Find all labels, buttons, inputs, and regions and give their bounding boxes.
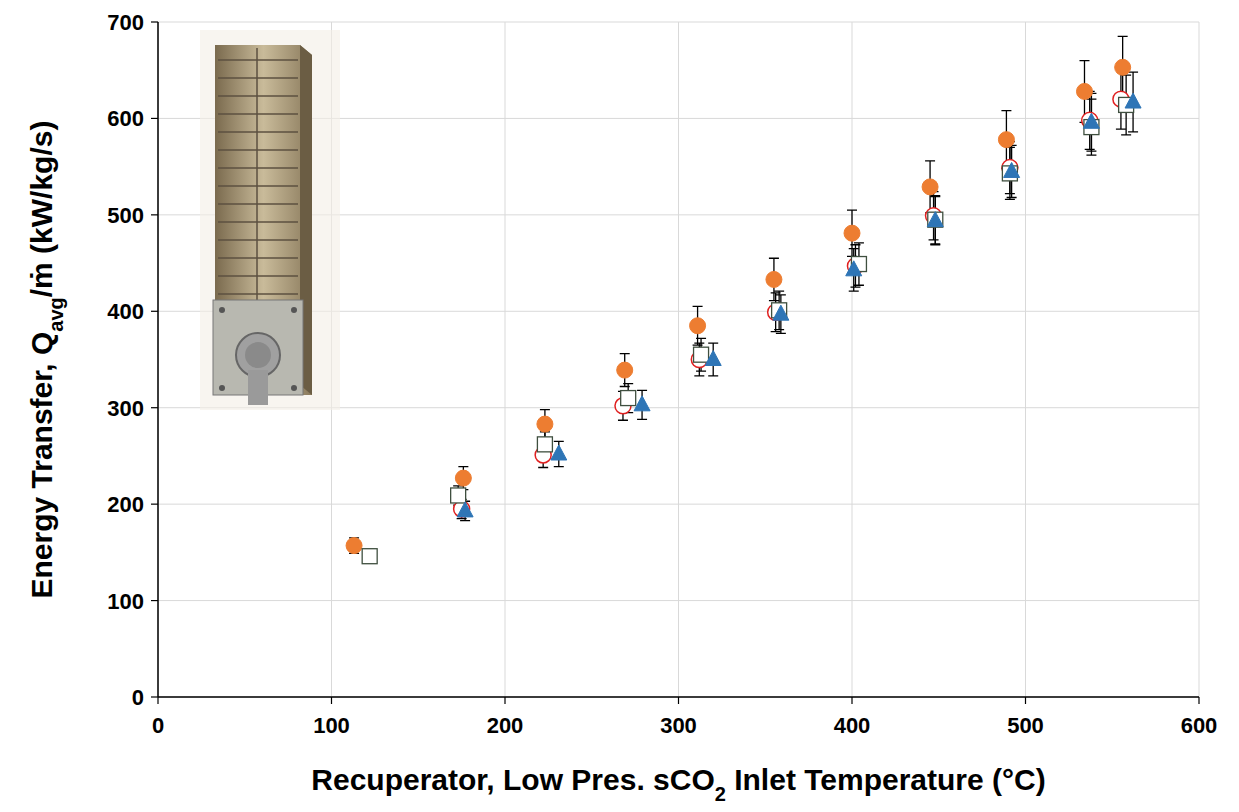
point: [766, 271, 782, 287]
point: [1004, 162, 1020, 177]
y-grid-line: [158, 600, 1199, 601]
point: [537, 416, 553, 432]
x-tick: [331, 697, 332, 704]
point: [928, 212, 943, 227]
point: [773, 305, 789, 320]
point: [457, 502, 473, 517]
point: [705, 351, 721, 366]
point: [621, 391, 636, 406]
point: [537, 437, 552, 452]
y-axis-line: [157, 22, 159, 697]
point: [998, 132, 1014, 148]
y-tick: [151, 214, 158, 215]
y-tick-label: 400: [107, 299, 144, 324]
y-tick: [151, 311, 158, 312]
grid: [158, 22, 1199, 697]
y-axis-title: Energy Transfer, Qavg/ṁ (kW/kg/s): [25, 121, 67, 599]
x-tick-label: 100: [313, 713, 350, 738]
y-axis-title-part: avg: [45, 297, 67, 331]
x-tick: [851, 697, 852, 704]
x-tick-label: 400: [834, 713, 871, 738]
y-tick-label: 600: [107, 106, 144, 131]
point: [1115, 59, 1131, 75]
y-tick-label: 500: [107, 203, 144, 228]
point: [346, 538, 362, 554]
point: [1076, 83, 1092, 99]
x-grid-line: [158, 22, 159, 697]
y-tick-label: 300: [107, 396, 144, 421]
x-axis-title: Recuperator, Low Pres. sCO2 Inlet Temper…: [311, 763, 1045, 805]
y-tick: [151, 118, 158, 119]
point: [844, 225, 860, 241]
y-grid-line: [158, 22, 1199, 23]
x-tick: [504, 697, 505, 704]
point: [551, 445, 567, 460]
x-grid-line: [678, 22, 679, 697]
x-tick-label: 600: [1181, 713, 1218, 738]
point: [927, 212, 943, 227]
x-grid-line: [852, 22, 853, 697]
x-tick-label: 300: [660, 713, 697, 738]
x-grid-line: [505, 22, 506, 697]
y-tick-label: 700: [107, 10, 144, 35]
plot-data: [346, 36, 1141, 563]
point: [451, 488, 466, 503]
y-tick: [151, 407, 158, 408]
y-grid-line: [158, 504, 1199, 505]
x-tick: [1025, 697, 1026, 704]
x-grid-line: [1199, 22, 1200, 697]
y-tick: [151, 696, 158, 697]
point: [362, 549, 377, 564]
inset-photo: [200, 30, 340, 410]
y-tick: [151, 21, 158, 22]
x-grid-line: [1025, 22, 1026, 697]
point: [694, 347, 709, 362]
point: [617, 362, 633, 378]
x-tick: [1198, 697, 1199, 704]
point: [1125, 93, 1141, 108]
x-tick-label: 500: [1007, 713, 1044, 738]
axes: 0 100 200 300 400 500 600 0 100 200 300 400 500 600 70…: [107, 10, 1217, 738]
y-tick-label: 200: [107, 492, 144, 517]
points: [346, 59, 1141, 563]
y-tick: [151, 600, 158, 601]
x-tick-label: 0: [152, 713, 164, 738]
x-axis-title-part: Recuperator, Low Pres. sCO: [311, 763, 714, 796]
point: [1083, 113, 1099, 128]
y-axis-title-part: /ṁ (kW/kg/s): [25, 121, 58, 298]
x-tick: [157, 697, 158, 704]
x-tick-label: 200: [487, 713, 524, 738]
point: [846, 261, 862, 276]
y-tick-label: 100: [107, 589, 144, 614]
x-axis-title-part: 2: [715, 783, 726, 805]
y-axis-title-part: Energy Transfer, Q: [25, 332, 58, 599]
point: [455, 470, 471, 486]
y-tick: [151, 504, 158, 505]
x-axis-title-part: Inlet Temperature (°C): [726, 763, 1046, 796]
x-tick: [678, 697, 679, 704]
point: [922, 179, 938, 195]
point: [690, 318, 706, 334]
point: [634, 396, 650, 411]
error-bars: [349, 36, 1138, 563]
chart: 0 100 200 300 400 500 600 0 100 200 300 400 500 600 70…: [0, 0, 1239, 812]
y-tick-label: 0: [132, 685, 144, 710]
